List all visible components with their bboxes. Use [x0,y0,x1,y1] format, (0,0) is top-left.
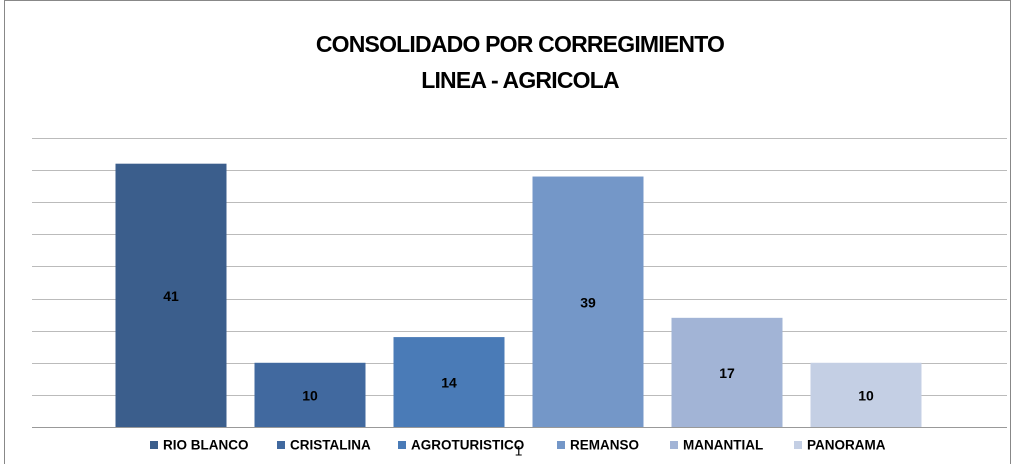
legend-swatch [670,441,678,449]
legend-label: AGROTURISTICO [411,438,524,453]
chart-title: LINEA - AGRICOLA [421,67,619,93]
bar [393,337,505,427]
data-label: 14 [441,375,457,391]
legend-label: MANANTIAL [683,438,763,453]
legend-swatch [398,441,406,449]
legend-label: CRISTALINA [290,438,371,453]
legend-swatch [794,441,802,449]
bar [254,362,366,427]
legend-label: RIO BLANCO [163,438,249,453]
data-label: 39 [580,294,596,310]
data-label: 10 [302,388,318,404]
bar [115,163,227,427]
legend-swatch [277,441,285,449]
legend-label: PANORAMA [807,438,886,453]
bar [671,317,783,427]
data-label: 10 [858,388,874,404]
data-label: 17 [719,365,735,381]
legend-swatch [557,441,565,449]
bar [810,362,922,427]
chart-title: CONSOLIDADO POR CORREGIMIENTO [316,31,724,57]
x-tick-label: 1 [515,443,523,459]
legend-label: REMANSO [570,438,639,453]
bar [532,176,644,427]
legend-swatch [150,441,158,449]
data-label: 41 [163,288,179,304]
